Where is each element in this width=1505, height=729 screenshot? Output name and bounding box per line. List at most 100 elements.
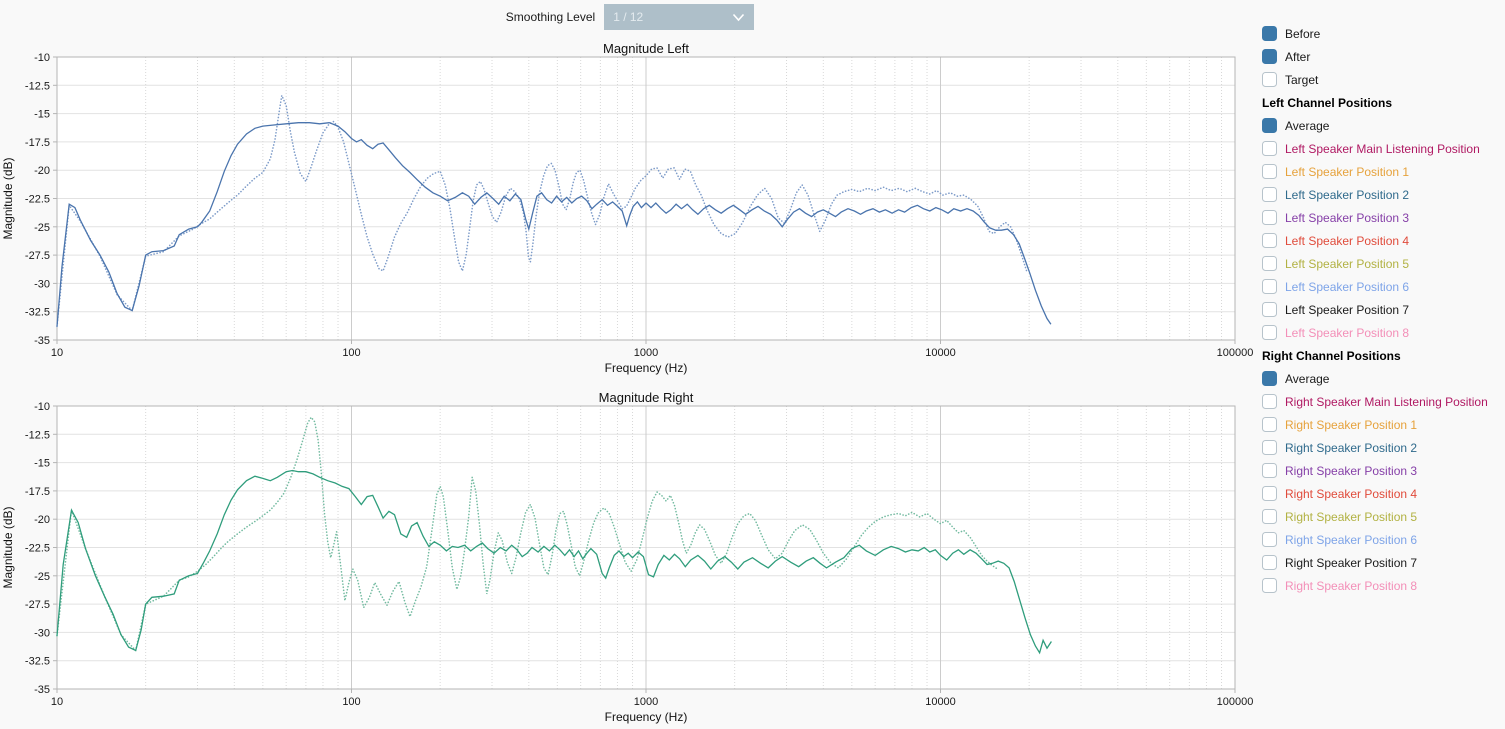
- legend-item-left-speaker-position-3[interactable]: Left Speaker Position 3: [1262, 206, 1504, 229]
- legend-item-right-speaker-position-5[interactable]: Right Speaker Position 5: [1262, 505, 1504, 528]
- checkbox-left-speaker-position-2[interactable]: [1262, 187, 1277, 202]
- chart-title: Magnitude Left: [603, 41, 689, 56]
- legend-label: Left Speaker Position 2: [1285, 187, 1410, 202]
- legend-item-right-speaker-position-3[interactable]: Right Speaker Position 3: [1262, 459, 1504, 482]
- y-axis-label: Magnitude (dB): [1, 506, 15, 588]
- svg-text:10: 10: [51, 696, 63, 708]
- checkbox-before[interactable]: [1262, 26, 1277, 41]
- checkbox-left-speaker-main-listening-position[interactable]: [1262, 141, 1277, 156]
- svg-text:-35: -35: [34, 684, 50, 696]
- legend-label: Target: [1285, 72, 1319, 87]
- legend-item-right-speaker-position-1[interactable]: Right Speaker Position 1: [1262, 413, 1504, 436]
- legend-item-right-speaker-position-8[interactable]: Right Speaker Position 8: [1262, 574, 1504, 597]
- svg-text:-12.5: -12.5: [25, 80, 50, 92]
- legend-item-right-speaker-position-7[interactable]: Right Speaker Position 7: [1262, 551, 1504, 574]
- legend-label: Left Speaker Position 4: [1285, 233, 1410, 248]
- svg-text:-17.5: -17.5: [25, 137, 50, 149]
- checkbox-right-speaker-position-1[interactable]: [1262, 417, 1277, 432]
- svg-text:-15: -15: [34, 458, 50, 470]
- svg-text:-27.5: -27.5: [25, 599, 50, 611]
- checkbox-average[interactable]: [1262, 371, 1277, 386]
- svg-text:-15: -15: [34, 109, 50, 121]
- checkbox-average[interactable]: [1262, 118, 1277, 133]
- magnitude-left-chart: -10 -12.5 -15 -17.5 -20 -22.5 -25 -27.5 -30 -32.5…: [1, 41, 1254, 375]
- legend-label: Left Speaker Position 5: [1285, 256, 1410, 271]
- smoothing-level-select[interactable]: 1 / 12: [604, 4, 755, 30]
- chevron-down-icon: [733, 13, 745, 21]
- legend-label: Left Speaker Position 8: [1285, 325, 1410, 340]
- svg-text:100: 100: [342, 696, 360, 708]
- legend-item-right-speaker-position-4[interactable]: Right Speaker Position 4: [1262, 482, 1504, 505]
- x-axis-label: Frequency (Hz): [605, 361, 688, 375]
- legend-item-left-speaker-position-7[interactable]: Left Speaker Position 7: [1262, 298, 1504, 321]
- checkbox-right-speaker-position-4[interactable]: [1262, 486, 1277, 501]
- checkbox-right-speaker-position-3[interactable]: [1262, 463, 1277, 478]
- legend-label: Average: [1285, 371, 1330, 386]
- svg-text:-27.5: -27.5: [25, 250, 50, 262]
- legend-item-left-speaker-position-4[interactable]: Left Speaker Position 4: [1262, 229, 1504, 252]
- legend-label: Right Speaker Position 4: [1285, 486, 1418, 501]
- svg-text:10: 10: [51, 347, 63, 359]
- legend-label: Left Speaker Position 1: [1285, 164, 1410, 179]
- checkbox-right-speaker-position-7[interactable]: [1262, 555, 1277, 570]
- checkbox-left-speaker-position-6[interactable]: [1262, 279, 1277, 294]
- legend-item-left-speaker-position-1[interactable]: Left Speaker Position 1: [1262, 160, 1504, 183]
- legend-label: Right Speaker Position 7: [1285, 555, 1418, 570]
- legend-label: Before: [1285, 26, 1321, 41]
- legend-label: Right Speaker Position 2: [1285, 440, 1418, 455]
- legend-label: Average: [1285, 118, 1330, 133]
- legend-label: Left Speaker Position 3: [1285, 210, 1410, 225]
- legend-header-left-channel-positions: Left Channel Positions: [1262, 95, 1393, 110]
- x-axis-label: Frequency (Hz): [605, 710, 688, 724]
- legend-label: Right Speaker Position 1: [1285, 417, 1418, 432]
- legend-item-left-speaker-main-listening-position[interactable]: Left Speaker Main Listening Position: [1262, 137, 1504, 160]
- svg-text:10000: 10000: [925, 696, 956, 708]
- toolbar: Smoothing Level 1 / 12: [0, 0, 1260, 34]
- legend-label: Right Speaker Position 8: [1285, 578, 1418, 593]
- checkbox-left-speaker-position-5[interactable]: [1262, 256, 1277, 271]
- checkbox-right-speaker-position-5[interactable]: [1262, 509, 1277, 524]
- svg-text:-22.5: -22.5: [25, 194, 50, 206]
- svg-text:-20: -20: [34, 165, 50, 177]
- legend-item-left-speaker-position-8[interactable]: Left Speaker Position 8: [1262, 321, 1504, 344]
- checkbox-right-speaker-position-2[interactable]: [1262, 440, 1277, 455]
- svg-text:-32.5: -32.5: [25, 656, 50, 668]
- legend-item-right-speaker-position-6[interactable]: Right Speaker Position 6: [1262, 528, 1504, 551]
- smoothing-level-value: 1 / 12: [613, 10, 644, 24]
- checkbox-left-speaker-position-8[interactable]: [1262, 325, 1277, 340]
- legend-header-right-channel-positions: Right Channel Positions: [1262, 348, 1401, 363]
- checkbox-left-speaker-position-4[interactable]: [1262, 233, 1277, 248]
- legend-label: Right Speaker Main Listening Position: [1285, 394, 1488, 409]
- checkbox-right-speaker-position-6[interactable]: [1262, 532, 1277, 547]
- checkbox-left-speaker-position-3[interactable]: [1262, 210, 1277, 225]
- svg-text:100: 100: [342, 347, 360, 359]
- svg-text:100000: 100000: [1217, 347, 1254, 359]
- legend-item-before[interactable]: Before: [1262, 22, 1504, 45]
- svg-text:-17.5: -17.5: [25, 486, 50, 498]
- checkbox-target[interactable]: [1262, 72, 1277, 87]
- legend-item-left-speaker-position-6[interactable]: Left Speaker Position 6: [1262, 275, 1504, 298]
- checkbox-after[interactable]: [1262, 49, 1277, 64]
- checkbox-right-speaker-main-listening-position[interactable]: [1262, 394, 1277, 409]
- legend-label: Right Speaker Position 5: [1285, 509, 1418, 524]
- checkbox-left-speaker-position-1[interactable]: [1262, 164, 1277, 179]
- svg-text:-25: -25: [34, 571, 50, 583]
- legend-item-left-speaker-position-5[interactable]: Left Speaker Position 5: [1262, 252, 1504, 275]
- chart-title: Magnitude Right: [599, 390, 694, 405]
- legend-item-right-speaker-main-listening-position[interactable]: Right Speaker Main Listening Position: [1262, 390, 1504, 413]
- legend-item-target[interactable]: Target: [1262, 68, 1504, 91]
- legend-panel: Before After Target Left Channel Positions A…: [1262, 22, 1504, 597]
- legend-item-average[interactable]: Average: [1262, 114, 1504, 137]
- checkbox-left-speaker-position-7[interactable]: [1262, 302, 1277, 317]
- legend-item-right-speaker-position-2[interactable]: Right Speaker Position 2: [1262, 436, 1504, 459]
- legend-item-left-speaker-position-2[interactable]: Left Speaker Position 2: [1262, 183, 1504, 206]
- checkbox-right-speaker-position-8[interactable]: [1262, 578, 1277, 593]
- svg-text:1000: 1000: [634, 696, 658, 708]
- legend-item-after[interactable]: After: [1262, 45, 1504, 68]
- before-average-right-curve: [56, 415, 999, 653]
- legend-label: Left Speaker Position 7: [1285, 302, 1410, 317]
- svg-text:-30: -30: [34, 278, 50, 290]
- legend-item-average[interactable]: Average: [1262, 367, 1504, 390]
- svg-text:1000: 1000: [634, 347, 658, 359]
- svg-text:-22.5: -22.5: [25, 543, 50, 555]
